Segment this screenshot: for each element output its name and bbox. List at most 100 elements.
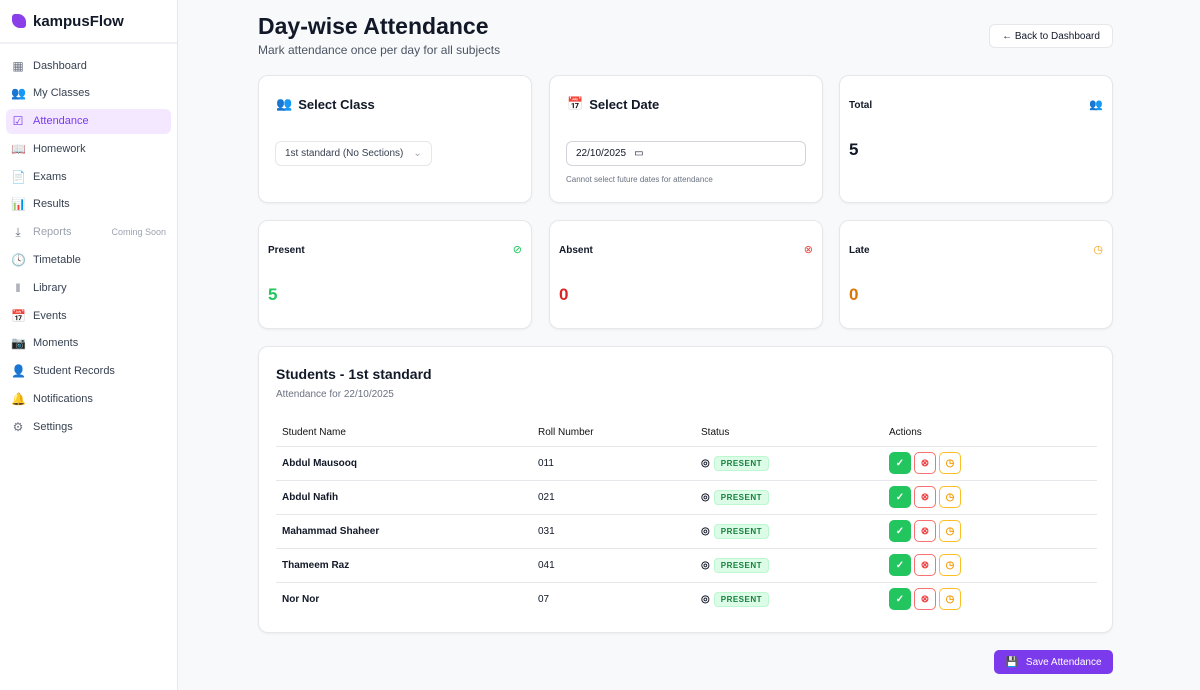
- brand-name: kampusFlow: [33, 12, 124, 30]
- status-cell: ◎ PRESENT: [695, 446, 883, 481]
- select-date-card: 📅 Select Date 22/10/2025 ▭ Cannot select f…: [549, 75, 823, 203]
- sidebar-item-exams[interactable]: 📄 Exams: [6, 164, 171, 189]
- sidebar-nav: ▦ Dashboard 👥 My Classes ☑ Attendance 📖 Homewor…: [0, 44, 177, 439]
- class-select[interactable]: 1st standard (No Sections) ⌄: [275, 141, 432, 166]
- x-circle-icon: ⊗: [803, 244, 813, 256]
- sidebar-item-reports[interactable]: ⤓ Reports Coming Soon: [6, 220, 171, 245]
- col-header: Student Name: [276, 420, 532, 447]
- sidebar-item-dashboard[interactable]: ▦ Dashboard: [6, 53, 171, 78]
- nav-icon: 📷: [11, 336, 26, 351]
- sidebar-item-label: Dashboard: [33, 59, 87, 72]
- student-name: Abdul Mausooq: [276, 446, 532, 481]
- mark-present-button[interactable]: ✓: [889, 452, 911, 474]
- stat-label: Late: [849, 245, 870, 256]
- sidebar-item-label: Timetable: [33, 254, 81, 267]
- student-name: Mahammad Shaheer: [276, 514, 532, 549]
- mark-present-button[interactable]: ✓: [889, 486, 911, 508]
- sidebar-item-attendance[interactable]: ☑ Attendance: [6, 108, 171, 134]
- nav-icon: ☑: [12, 114, 24, 129]
- sidebar-item-results[interactable]: 📊 Results: [6, 192, 171, 217]
- check-circle-icon: ◎: [701, 593, 710, 605]
- stat-value: 5: [849, 140, 859, 159]
- nav-icon: ▦: [12, 58, 24, 73]
- sidebar-item-library[interactable]: ‖ Library: [6, 275, 171, 300]
- sidebar: kampusFlow ▦ Dashboard 👥 My Classes ☑ Attenda…: [0, 0, 178, 690]
- sidebar-item-my-classes[interactable]: 👥 My Classes: [6, 81, 171, 106]
- mark-late-button[interactable]: ◷: [939, 486, 961, 508]
- chevron-down-icon: ⌄: [413, 148, 422, 159]
- page-title: Day-wise Attendance: [258, 13, 489, 39]
- sidebar-item-label: Student Records: [33, 365, 115, 378]
- check-circle-icon: ◎: [701, 525, 710, 537]
- date-input[interactable]: 22/10/2025 ▭: [566, 141, 806, 166]
- check-circle-icon: ⊘: [512, 244, 522, 256]
- sidebar-item-label: Results: [33, 198, 70, 211]
- sidebar-item-label: Attendance: [33, 115, 89, 128]
- col-header: Status: [695, 420, 883, 447]
- brand[interactable]: kampusFlow: [0, 0, 177, 44]
- mark-absent-button[interactable]: ⊗: [914, 588, 936, 611]
- roll-number: 011: [532, 446, 695, 481]
- table-row: Thameem Raz 041 ◎ PRESENT ✓ ⊗ ◷: [276, 548, 1097, 583]
- roll-number: 07: [538, 593, 550, 605]
- nav-icon: 📄: [11, 169, 26, 184]
- mark-present-button[interactable]: ✓: [889, 554, 911, 576]
- mark-late-button[interactable]: ◷: [939, 520, 961, 542]
- col-header: Actions: [883, 420, 1097, 447]
- status-badge: PRESENT: [713, 591, 770, 607]
- status-badge: PRESENT: [713, 523, 770, 539]
- students-table: Student Name Roll Number Status Actions …: [276, 420, 1097, 616]
- coming-soon-badge: Coming Soon: [111, 227, 166, 238]
- check-circle-icon: ◎: [701, 457, 710, 469]
- roll-number: 021: [532, 480, 695, 515]
- mark-late-button[interactable]: ◷: [939, 588, 961, 611]
- nav-icon: 📖: [11, 141, 26, 156]
- stat-label: Absent: [559, 245, 593, 256]
- mark-present-button[interactable]: ✓: [889, 520, 911, 542]
- logo-icon: [12, 14, 26, 28]
- mark-late-button[interactable]: ◷: [939, 452, 961, 474]
- mark-absent-button[interactable]: ⊗: [914, 520, 936, 542]
- status-cell: ◎ PRESENT: [695, 514, 883, 549]
- sidebar-item-label: Settings: [33, 420, 73, 433]
- mark-late-button[interactable]: ◷: [939, 554, 961, 576]
- sidebar-item-events[interactable]: 📅 Events: [6, 303, 171, 328]
- sidebar-item-timetable[interactable]: 🕓 Timetable: [6, 248, 171, 273]
- sidebar-item-homework[interactable]: 📖 Homework: [6, 136, 171, 161]
- mark-absent-button[interactable]: ⊗: [914, 486, 936, 508]
- clock-icon: ◷: [1093, 244, 1103, 256]
- check-circle-icon: ◎: [701, 491, 710, 503]
- nav-icon: 🕓: [11, 253, 26, 268]
- table-row: Nor Nor 07 ◎ PRESENT ✓ ⊗ ◷: [276, 582, 1097, 616]
- sidebar-item-label: Moments: [33, 337, 79, 350]
- sidebar-item-student-records[interactable]: 👤 Student Records: [6, 359, 171, 384]
- class-select-value: 1st standard (No Sections): [285, 148, 404, 159]
- students-card: Students - 1st standard Attendance for 2…: [258, 346, 1113, 633]
- nav-icon: 📊: [11, 197, 26, 212]
- sidebar-item-label: Library: [33, 281, 67, 294]
- card-title: Select Class: [298, 96, 375, 112]
- sidebar-item-label: My Classes: [33, 87, 90, 100]
- roll-number: 031: [532, 514, 695, 549]
- status-cell: ◎ PRESENT: [695, 480, 883, 515]
- sidebar-item-label: Events: [33, 309, 67, 322]
- card-title: Select Date: [589, 96, 660, 112]
- stat-total: Total 👥 5: [839, 75, 1113, 203]
- save-icon: 💾: [1005, 656, 1018, 668]
- calendar-picker-icon[interactable]: ▭: [634, 148, 644, 159]
- sidebar-item-moments[interactable]: 📷 Moments: [6, 331, 171, 356]
- stat-absent: Absent ⊗ 0: [549, 220, 823, 329]
- mark-absent-button[interactable]: ⊗: [914, 554, 936, 576]
- back-to-dashboard-button[interactable]: ← Back to Dashboard: [989, 24, 1113, 48]
- mark-absent-button[interactable]: ⊗: [914, 452, 936, 474]
- date-hint: Cannot select future dates for attendanc…: [566, 175, 713, 184]
- mark-present-button[interactable]: ✓: [889, 588, 911, 611]
- sidebar-item-notifications[interactable]: 🔔 Notifications: [6, 387, 171, 412]
- save-attendance-button[interactable]: 💾 Save Attendance: [994, 650, 1113, 674]
- student-name: Nor Nor: [282, 593, 320, 605]
- check-circle-icon: ◎: [701, 559, 710, 571]
- table-row: Abdul Mausooq 011 ◎ PRESENT ✓ ⊗ ◷: [276, 446, 1097, 481]
- sidebar-item-label: Reports: [33, 226, 72, 239]
- sidebar-item-label: Homework: [33, 142, 86, 155]
- sidebar-item-settings[interactable]: ⚙ Settings: [6, 414, 171, 439]
